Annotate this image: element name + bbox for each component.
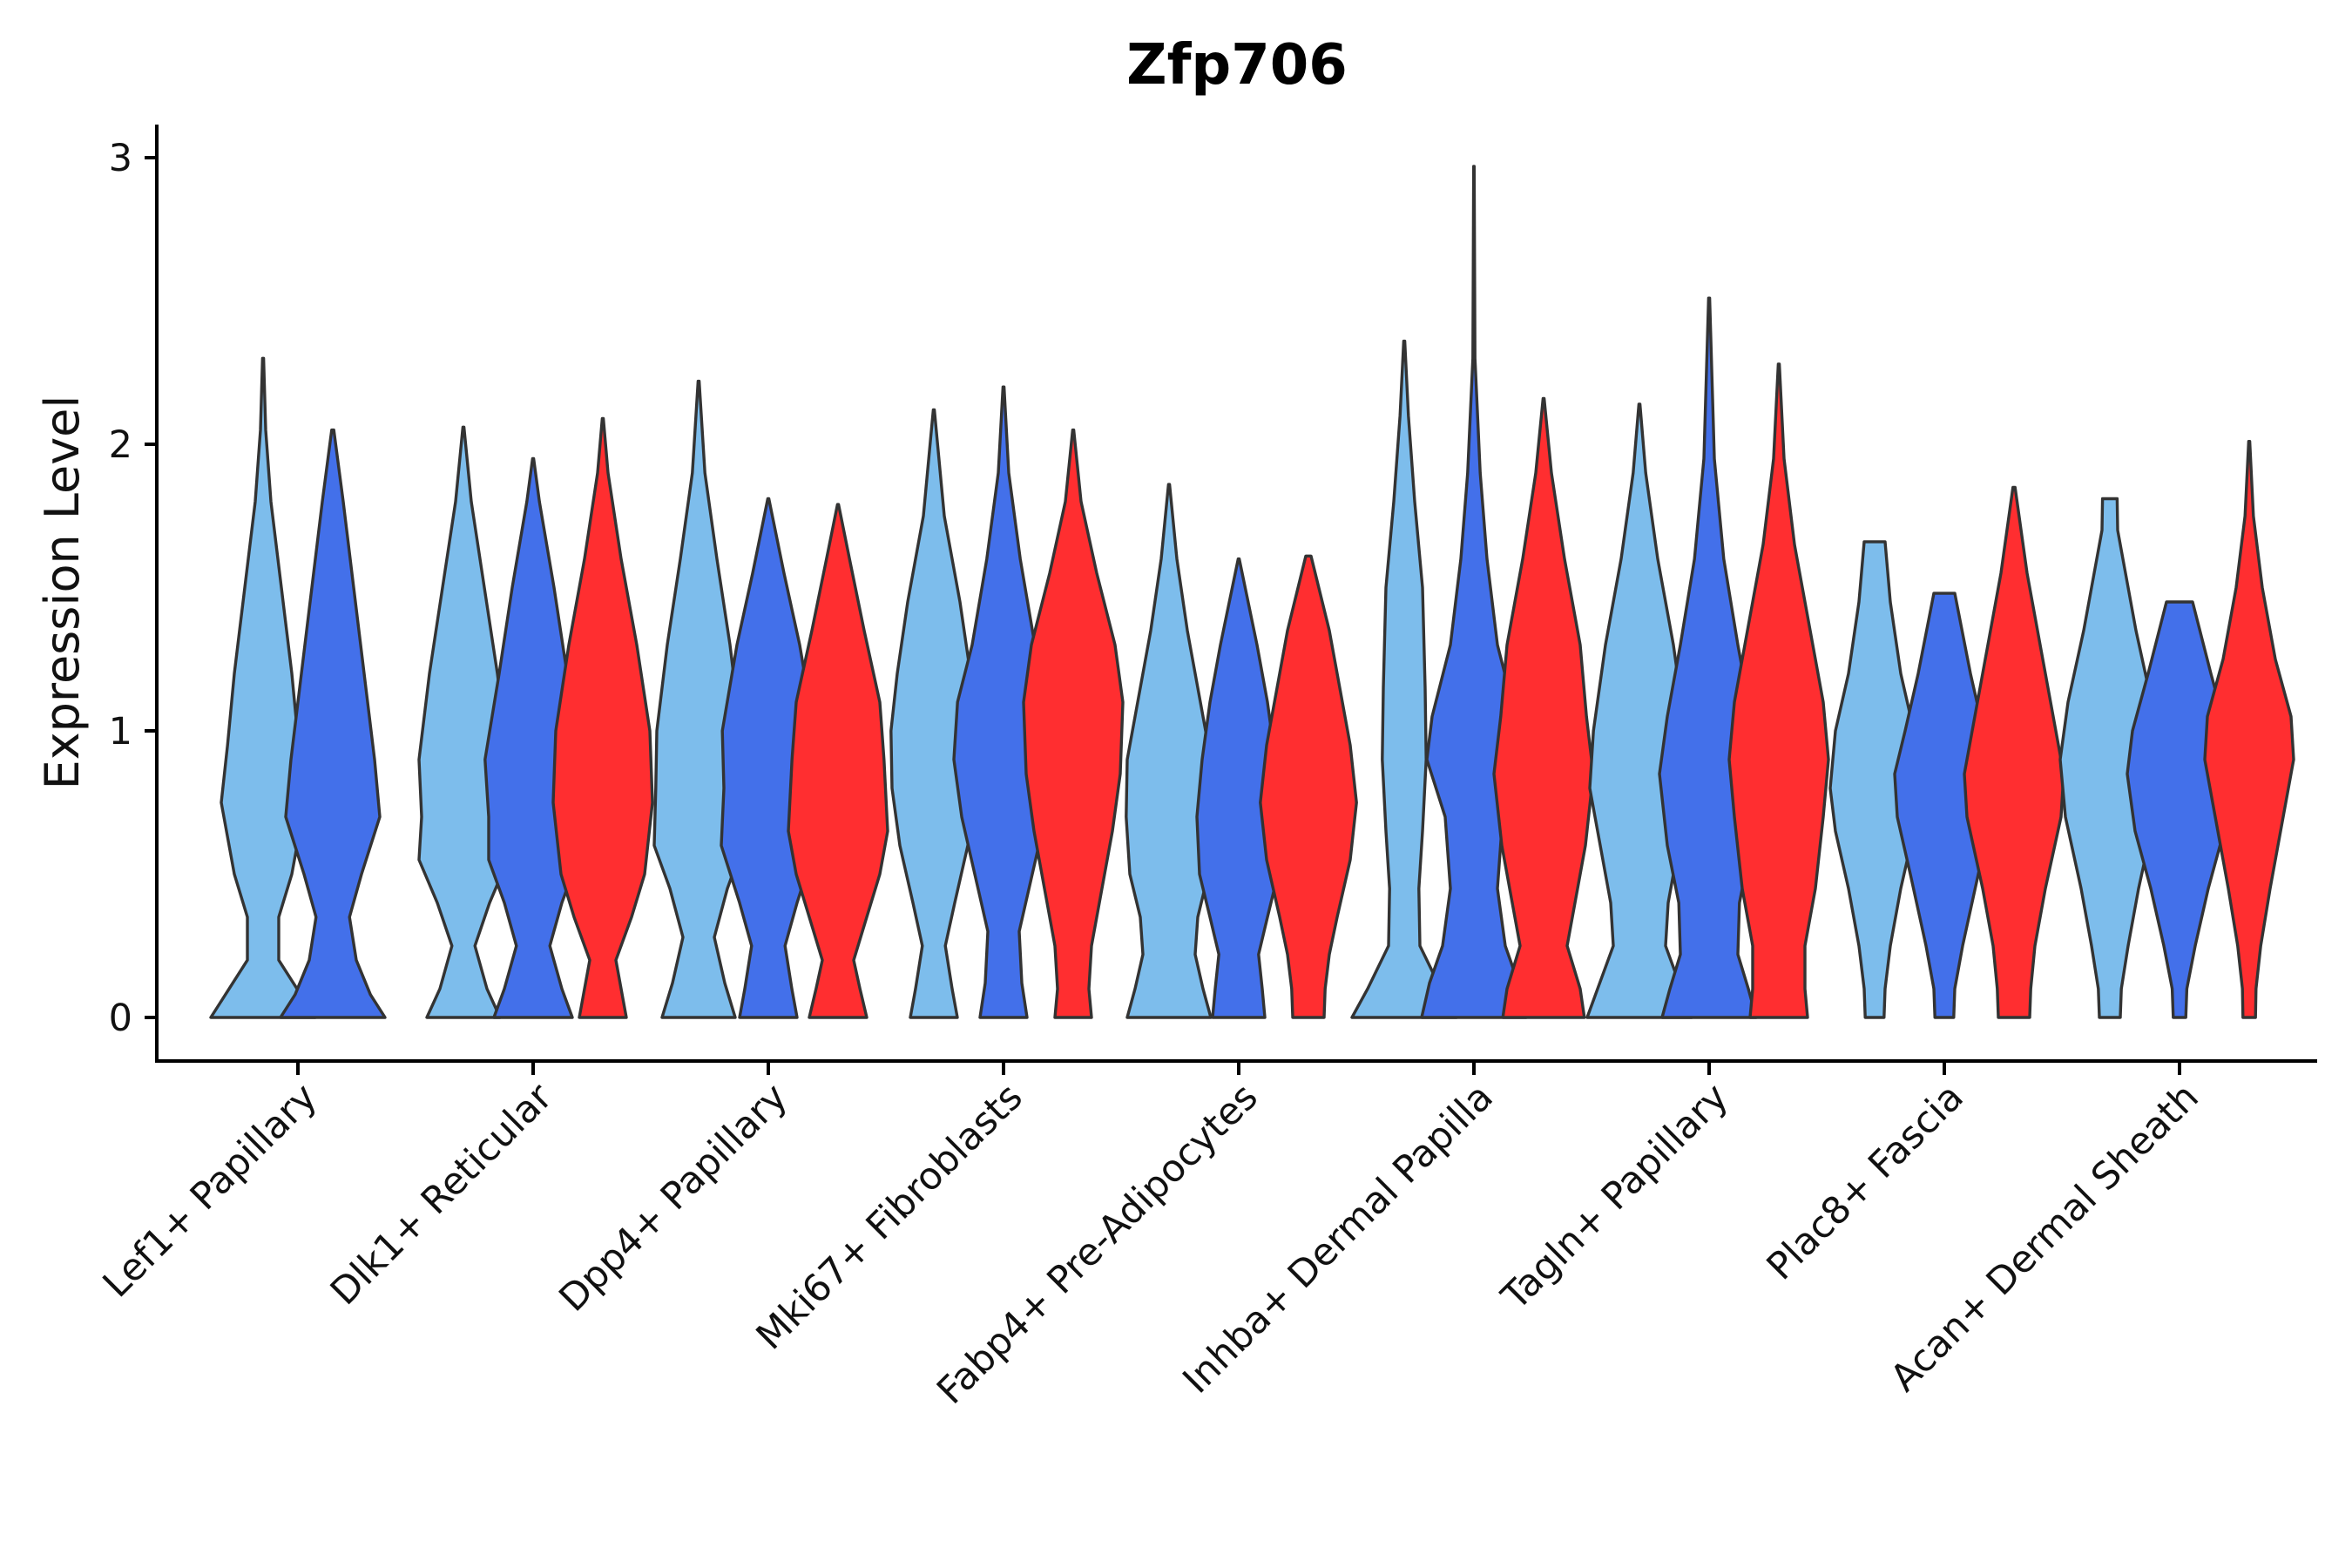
violin-8-3	[1963, 485, 2065, 1019]
violin-1-2	[279, 428, 387, 1019]
violin-5-2	[1195, 557, 1282, 1019]
y-tick-label: 2	[109, 423, 132, 467]
y-axis-ticks: 0 1 2 3	[109, 137, 157, 1040]
violin-2-3	[551, 416, 654, 1019]
violin-layer	[209, 165, 2295, 1019]
violin-4-3	[1022, 428, 1125, 1019]
violin-1-1	[209, 356, 317, 1019]
y-tick-label: 1	[109, 710, 132, 754]
y-tick-label: 3	[109, 137, 132, 180]
violin-6-1	[1350, 339, 1458, 1019]
violin-8-1	[1828, 540, 1921, 1019]
violin-5-3	[1259, 554, 1358, 1019]
violin-7-3	[1727, 362, 1830, 1019]
violin-9-2	[2126, 600, 2234, 1019]
violin-4-1	[889, 408, 978, 1019]
violin-9-3	[2203, 440, 2295, 1019]
violin-6-3	[1492, 396, 1595, 1019]
chart-title: Zfp706	[1126, 33, 1348, 98]
y-tick-label: 0	[109, 997, 132, 1040]
y-axis-title: Expression Level	[35, 395, 90, 790]
violin-3-3	[787, 503, 889, 1019]
